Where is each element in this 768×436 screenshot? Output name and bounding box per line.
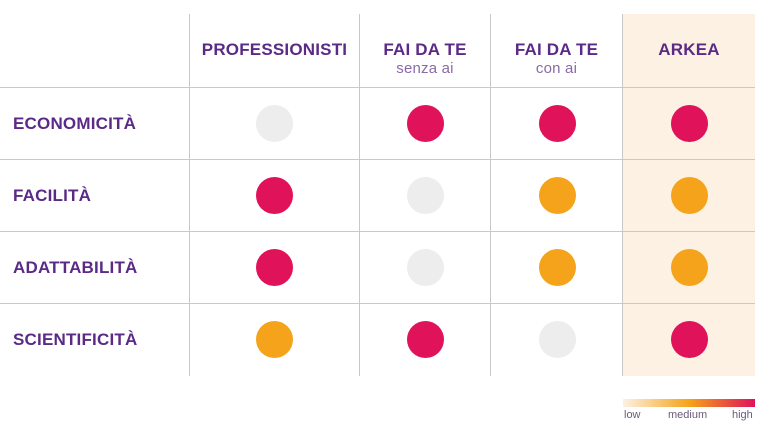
rating-dot-high [406, 104, 444, 142]
column-header-fai-da-te-senza-ai: FAI DA TE senza ai [360, 40, 490, 77]
rating-dot-high [538, 104, 576, 142]
rating-dot-high [255, 176, 293, 214]
grid-vline [490, 14, 491, 376]
rating-dot-high [670, 104, 708, 142]
rating-dot-low [406, 176, 444, 214]
rating-dot-medium [538, 248, 576, 286]
legend-low-label: low [624, 409, 641, 421]
rating-dot-medium [670, 176, 708, 214]
rating-dot-low [538, 320, 576, 358]
column-header-arkea: ARKEA [623, 40, 755, 60]
column-header-sublabel: con ai [535, 60, 578, 77]
rating-dot-high [406, 320, 444, 358]
grid-hline [0, 303, 755, 304]
grid-hline [0, 87, 755, 88]
rating-dot-low [406, 248, 444, 286]
rating-dot-high [255, 248, 293, 286]
column-header-fai-da-te-con-ai: FAI DA TE con ai [491, 40, 622, 77]
grid-vline [189, 14, 190, 376]
grid-hline [0, 231, 755, 232]
legend-gradient-bar [623, 399, 755, 407]
column-header-label: FAI DA TE [514, 40, 599, 59]
legend-high-label: high [732, 409, 753, 421]
row-label-facilita: FACILITÀ [13, 186, 92, 205]
column-header-label: ARKEA [658, 40, 720, 59]
column-header-professionisti: PROFESSIONISTI [190, 40, 359, 60]
rating-dot-medium [255, 320, 293, 358]
rating-dot-high [670, 320, 708, 358]
column-header-label: PROFESSIONISTI [201, 40, 348, 59]
grid-vline [622, 14, 623, 376]
column-header-label: FAI DA TE [383, 40, 467, 59]
row-label-economicita: ECONOMICITÀ [13, 114, 137, 133]
rating-dot-medium [670, 248, 708, 286]
rating-dot-low [255, 104, 293, 142]
legend-medium-label: medium [668, 409, 708, 421]
grid-vline [359, 14, 360, 376]
row-label-scientificita: SCIENTIFICITÀ [13, 330, 138, 349]
column-header-sublabel: senza ai [396, 60, 454, 77]
grid-hline [0, 159, 755, 160]
row-label-adattabilita: ADATTABILITÀ [13, 258, 138, 277]
rating-dot-medium [538, 176, 576, 214]
